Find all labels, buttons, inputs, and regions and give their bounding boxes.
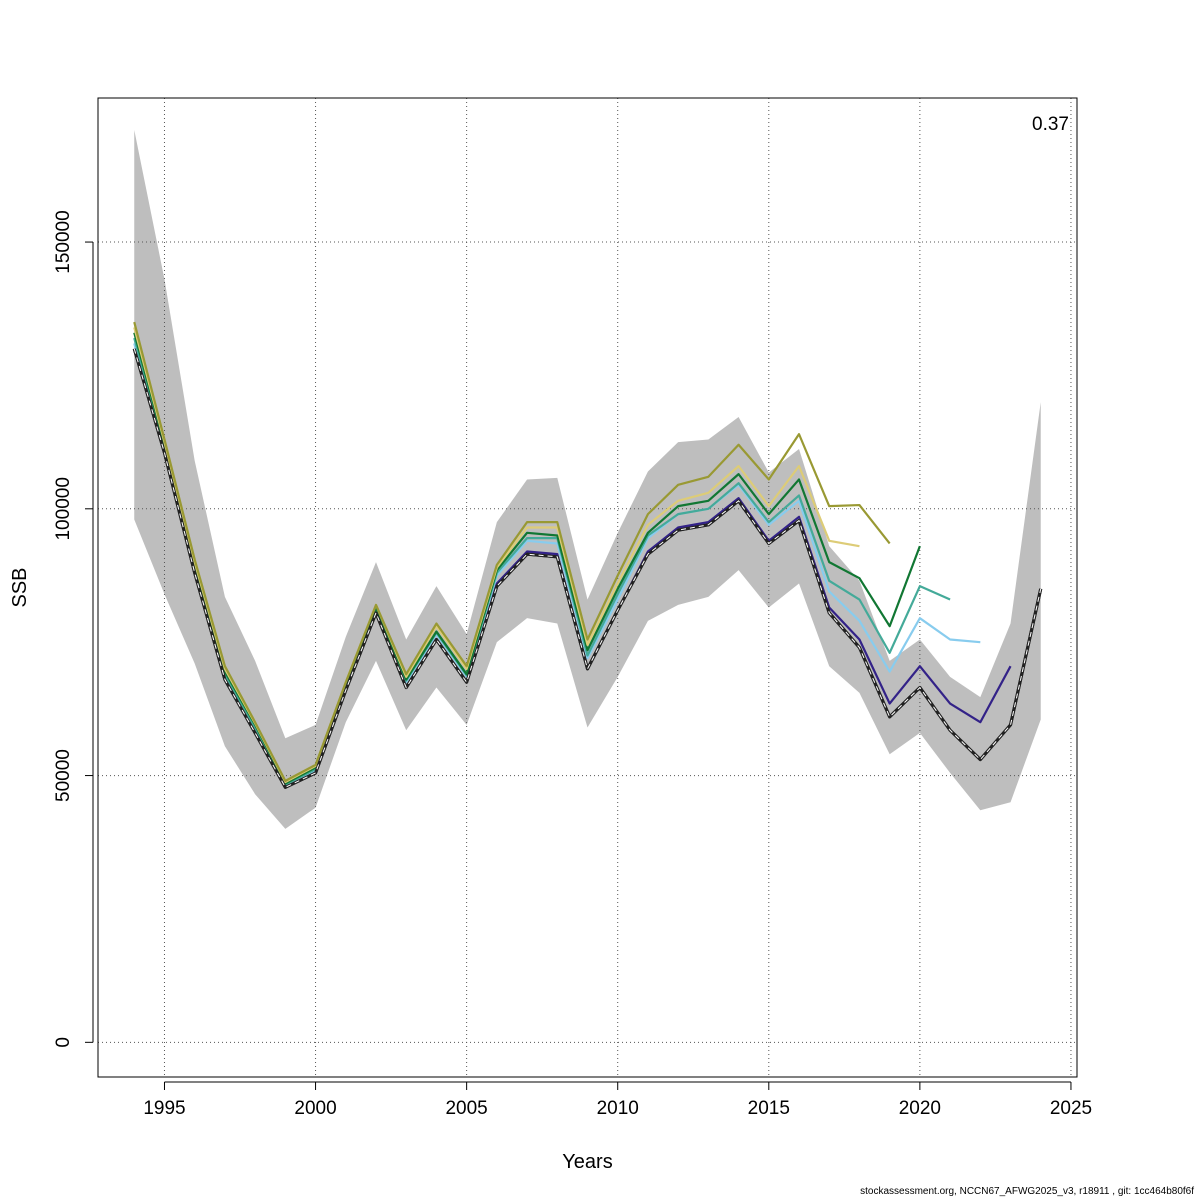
footer-credit: stockassessment.org, NCCN67_AFWG2025_v3,… [860,1186,1194,1197]
x-tick-label: 2025 [1050,1098,1092,1119]
axis-layer: 1995 2000 2005 2010 2015 2020 2025 0 50000 100000… [53,210,1092,1119]
confidence-band [134,130,1041,829]
x-tick-label: 2005 [445,1098,487,1119]
x-axis-title: Years [562,1151,612,1173]
y-tick-label: 50000 [53,749,74,802]
x-tick-label: 2020 [899,1098,941,1119]
x-tick-label: 1995 [143,1098,185,1119]
y-tick-label: 0 [53,1037,74,1048]
series-layer [132,321,1043,789]
grid-layer [98,98,1077,1077]
x-tick-label: 2015 [748,1098,790,1119]
y-tick-label: 150000 [53,210,74,273]
series-line-2019 [133,321,891,782]
x-tick-label: 2010 [597,1098,639,1119]
series-line-2024-top [132,348,1043,789]
x-tick-label: 2000 [294,1098,336,1119]
y-axis-title: SSB [9,567,31,607]
plot-frame [97,97,1078,1078]
y-tick-label: 100000 [53,477,74,540]
confidence-band-layer [134,130,1041,829]
annotation-value: 0.37 [1032,114,1069,135]
